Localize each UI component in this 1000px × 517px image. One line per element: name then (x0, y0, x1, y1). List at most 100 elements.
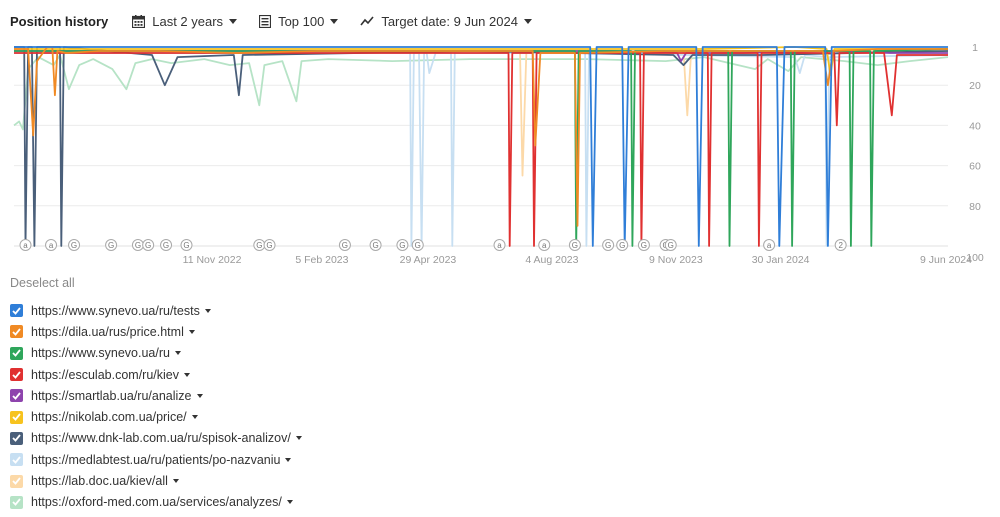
annotation-label: G (135, 241, 141, 250)
checkbox-icon[interactable] (10, 474, 23, 488)
series-line (14, 52, 949, 247)
chevron-down-icon (330, 18, 339, 24)
annotation-label: a (767, 241, 772, 250)
chevron-down-icon[interactable] (183, 372, 190, 377)
legend-item[interactable]: https://www.synevo.ua/ru/tests (10, 300, 610, 321)
annotation-marker (369, 239, 382, 251)
checkbox-icon[interactable] (10, 304, 23, 318)
page-title: Position history (10, 13, 109, 29)
position-history-chart[interactable]: 1 20 40 60 80 100 11 Nov 2022 5 Feb 2023 29 Apr … (0, 40, 1000, 272)
legend-url[interactable]: https://dila.ua/rus/price.html (31, 324, 184, 339)
checkbox-icon[interactable] (10, 389, 23, 403)
list-icon (259, 14, 272, 28)
top-dropdown[interactable]: Top 100 (259, 13, 339, 29)
period-dropdown[interactable]: Last 2 years (132, 13, 238, 29)
annotation-marker (568, 239, 581, 251)
legend-url[interactable]: https://www.dnk-lab.com.ua/ru/spisok-ana… (31, 431, 291, 446)
checkbox-icon[interactable] (10, 368, 23, 382)
annotation-marker (338, 239, 351, 251)
annotation-marker (19, 239, 32, 251)
chevron-down-icon[interactable] (285, 457, 292, 462)
chevron-down-icon[interactable] (174, 351, 181, 356)
series-line (14, 48, 949, 247)
chevron-down-icon[interactable] (196, 393, 203, 398)
chevron-down-icon[interactable] (191, 415, 198, 420)
legend-item[interactable]: https://smartlab.ua/ru/analize (10, 385, 610, 406)
annotation-marker (602, 239, 615, 251)
target-date-dropdown[interactable]: Target date: 9 Jun 2024 (360, 14, 532, 29)
top-label: Top 100 (278, 13, 325, 29)
x-tick-label: 11 Nov 2022 (183, 254, 242, 266)
annotation-label: G (256, 241, 262, 250)
chevron-down-icon[interactable] (188, 329, 195, 334)
trend-icon (360, 16, 374, 26)
x-tick-label: 29 Apr 2023 (400, 254, 457, 266)
legend-url[interactable]: https://oxford-med.com.ua/services/analy… (31, 495, 282, 510)
x-tick-label: 4 Aug 2023 (525, 254, 578, 266)
legend-url[interactable]: https://www.synevo.ua/ru (31, 346, 170, 361)
legend-item[interactable]: https://esculab.com/ru/kiev (10, 364, 610, 385)
annotation-label: a (49, 241, 54, 250)
annotation-marker (763, 239, 776, 251)
series-line (14, 52, 948, 247)
annotation-marker (637, 239, 650, 251)
series-line (14, 50, 948, 177)
annotation-label: G (342, 241, 348, 250)
annotation-marker (493, 239, 506, 251)
checkbox-icon[interactable] (10, 431, 23, 445)
y-tick-label: 80 (969, 201, 981, 213)
deselect-all-link[interactable]: Deselect all (10, 276, 75, 290)
chevron-down-icon[interactable] (172, 479, 179, 484)
x-tick-label: 9 Nov 2023 (649, 254, 703, 266)
legend-item[interactable]: https://lab.doc.ua/kiev/all (10, 470, 610, 491)
legend-url[interactable]: https://lab.doc.ua/kiev/all (31, 474, 168, 489)
annotation-label: G (572, 241, 578, 250)
y-tick-label: 20 (969, 80, 981, 92)
annotation-marker (538, 239, 551, 251)
chevron-down-icon (523, 18, 532, 24)
legend-url[interactable]: https://smartlab.ua/ru/analize (31, 388, 192, 403)
checkbox-icon[interactable] (10, 453, 23, 467)
legend-items: https://www.synevo.ua/ru/tests https://di… (10, 300, 610, 513)
chevron-down-icon[interactable] (204, 308, 211, 313)
checkbox-icon[interactable] (10, 410, 23, 424)
series-line (14, 46, 949, 247)
annotation-label: G (668, 241, 674, 250)
legend-item[interactable]: https://medlabtest.ua/ru/patients/po-naz… (10, 449, 610, 470)
legend-item[interactable]: https://dila.ua/rus/price.html (10, 321, 610, 342)
annotation-label: a (542, 241, 547, 250)
target-date-label: Target date: 9 Jun 2024 (381, 13, 518, 29)
legend-url[interactable]: https://www.synevo.ua/ru/tests (31, 303, 200, 318)
annotation-label: G (183, 241, 189, 250)
chevron-down-icon[interactable] (295, 436, 302, 441)
annotation-label: G (399, 241, 405, 250)
legend-item[interactable]: https://www.synevo.ua/ru (10, 343, 610, 364)
legend-item[interactable]: https://oxford-med.com.ua/services/analy… (10, 492, 610, 513)
annotation-marker (45, 239, 58, 251)
period-label: Last 2 years (152, 13, 224, 29)
legend-url[interactable]: https://medlabtest.ua/ru/patients/po-naz… (31, 452, 281, 467)
annotation-marker (160, 239, 173, 251)
annotation-marker (411, 239, 424, 251)
legend-item[interactable]: https://www.dnk-lab.com.ua/ru/spisok-ana… (10, 428, 610, 449)
annotation-label: G (641, 241, 647, 250)
annotation-label: a (497, 241, 502, 250)
annotation-label: G (71, 241, 77, 250)
checkbox-icon[interactable] (10, 495, 23, 509)
annotation-marker (664, 239, 677, 251)
annotation-marker (616, 239, 629, 251)
y-tick-label: 1 (972, 42, 978, 54)
chevron-down-icon[interactable] (286, 500, 293, 505)
legend-url[interactable]: https://nikolab.com.ua/price/ (31, 410, 187, 425)
checkbox-icon[interactable] (10, 346, 23, 360)
annotation-label: G (415, 241, 421, 250)
x-tick-label: 5 Feb 2023 (295, 254, 348, 266)
annotation-label: G (163, 241, 169, 250)
checkbox-icon[interactable] (10, 325, 23, 339)
annotation-marker (263, 239, 276, 251)
series-line (14, 46, 948, 76)
annotation-marker (396, 239, 409, 251)
y-tick-label: 60 (969, 161, 981, 173)
legend-item[interactable]: https://nikolab.com.ua/price/ (10, 406, 610, 427)
legend-url[interactable]: https://esculab.com/ru/kiev (31, 367, 179, 382)
